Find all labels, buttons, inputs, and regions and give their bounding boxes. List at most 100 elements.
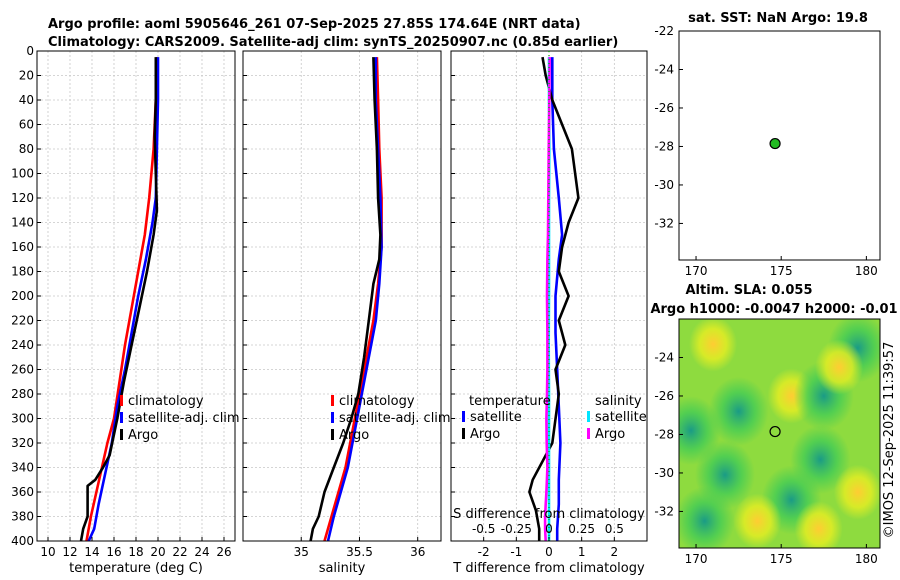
y-tick-label: 140 — [11, 216, 34, 230]
legend-swatch — [120, 395, 123, 406]
y-tick-label: -30 — [654, 178, 674, 192]
series-line-s-argo — [543, 57, 551, 542]
y-tick-label: -28 — [654, 427, 674, 441]
y-tick-label: 400 — [11, 534, 34, 548]
x-tick-label: 0 — [545, 545, 553, 559]
legend-entry: satellite — [595, 410, 647, 425]
x-tick-label: 16 — [106, 545, 121, 559]
sla-anomaly-high — [833, 464, 880, 520]
x-tick-label: 180 — [855, 264, 878, 278]
map-subtitle: Argo h1000: -0.0047 h2000: -0.01 — [650, 302, 897, 317]
legend-swatch — [462, 411, 465, 422]
y-tick-label: 320 — [11, 436, 34, 450]
x2-tick-label: 0.5 — [605, 522, 624, 536]
x2-tick-label: 0 — [545, 522, 553, 536]
argo-location-marker — [769, 137, 781, 150]
legend-swatch — [587, 411, 590, 422]
y-tick-label: 240 — [11, 338, 34, 352]
series-line-argo — [79, 57, 159, 542]
figure-title-line2: Climatology: CARS2009. Satellite-adj cli… — [48, 35, 618, 50]
y-tick-label: -32 — [654, 216, 674, 230]
legend-swatch — [331, 429, 334, 440]
x-tick-label: 180 — [855, 552, 878, 566]
x-tick-label: 12 — [62, 545, 77, 559]
y-tick-label: 220 — [11, 314, 34, 328]
x-tick-label: 24 — [194, 545, 209, 559]
legend-entry: satellite-adj. clim — [128, 411, 240, 426]
timestamp-label: ©IMOS 12-Sep-2025 11:39:57 — [882, 342, 897, 539]
map-title: sat. SST: NaN Argo: 19.8 — [688, 11, 868, 26]
y-tick-label: 260 — [11, 363, 34, 377]
legend-entry: climatology — [128, 394, 204, 409]
x-tick-label: 1 — [578, 545, 586, 559]
x2-tick-label: -0.25 — [501, 522, 532, 536]
legend-entry: temperature — [469, 394, 551, 409]
y-tick-label: -30 — [654, 466, 674, 480]
legend-swatch — [462, 428, 465, 439]
series-line-satellite-adj.-clim — [326, 57, 383, 542]
legend-entry: Argo — [595, 427, 625, 442]
sla-anomaly-high — [794, 501, 843, 548]
y-tick-label: 160 — [11, 240, 34, 254]
difference-panel: -2 -1 0 1 2 T difference from climatology S di… — [450, 50, 648, 576]
x-axis-label: T difference from climatology — [452, 561, 645, 576]
temperature-panel: 10 12 14 16 18 20 22 24 260204060801001201401601… — [11, 44, 240, 576]
x-tick-label: 18 — [128, 545, 143, 559]
x-tick-label: 170 — [685, 264, 708, 278]
legend-swatch — [120, 429, 123, 440]
figure-title-line1: Argo profile: aoml 5905646_261 07-Sep-20… — [48, 17, 581, 32]
plots-layer: 10 12 14 16 18 20 22 24 260204060801001201401601… — [11, 11, 897, 576]
y-tick-label: -28 — [654, 139, 674, 153]
legend-entry: Argo — [470, 427, 500, 442]
legend-entry: Argo — [128, 428, 158, 443]
y-tick-label: 300 — [11, 412, 34, 426]
y-tick-label: 60 — [19, 118, 34, 132]
sla-anomaly-high — [815, 339, 864, 395]
map-title: Altim. SLA: 0.055 — [686, 283, 813, 298]
series-line-argo — [309, 57, 382, 542]
x-tick-label: 14 — [84, 545, 99, 559]
x2-tick-label: -0.5 — [472, 522, 495, 536]
heatmap-field — [679, 319, 880, 548]
legend-swatch — [331, 395, 334, 406]
y-tick-label: 340 — [11, 461, 34, 475]
y-tick-label: -26 — [654, 389, 674, 403]
legend-swatch — [120, 412, 123, 423]
x-tick-label: 10 — [40, 545, 55, 559]
sla-anomaly-low — [679, 486, 735, 548]
y-tick-label: 40 — [19, 93, 34, 107]
x-axis-label: temperature (deg C) — [69, 561, 203, 576]
x-tick-label: 175 — [770, 264, 793, 278]
y-tick-label: 20 — [19, 69, 34, 83]
legend-swatch — [331, 412, 334, 423]
x-tick-label: 2 — [611, 545, 619, 559]
legend-entry: satellite-adj. clim — [339, 411, 451, 426]
x-tick-label: 35 — [294, 545, 309, 559]
x2-tick-label: 0.25 — [568, 522, 595, 536]
x-axis-label: salinity — [319, 561, 366, 576]
x2-axis-label: S difference from climatology — [453, 507, 645, 522]
sst_map-panel: 170 175 180 -22 -24 -26 -28 -30 -32 sat. SST: NaN… — [654, 11, 881, 278]
legend-entry: Argo — [339, 428, 369, 443]
y-tick-label: 180 — [11, 265, 34, 279]
x-tick-label: 22 — [172, 545, 187, 559]
x-tick-label: 26 — [216, 545, 231, 559]
legend-entry: satellite — [470, 410, 522, 425]
sla-anomaly-high — [733, 493, 782, 548]
map-frame — [678, 318, 881, 549]
sla-anomaly-high — [689, 319, 738, 372]
y-tick-label: 280 — [11, 387, 34, 401]
legend-swatch — [587, 428, 590, 439]
y-tick-label: 360 — [11, 485, 34, 499]
series-line-t-satellite — [550, 57, 564, 541]
y-tick-label: 380 — [11, 510, 34, 524]
x-tick-label: 36 — [410, 545, 425, 559]
x-tick-label: 20 — [150, 545, 165, 559]
y-tick-label: 80 — [19, 142, 34, 156]
series-line-satellite-adj.-clim — [87, 57, 160, 542]
x-tick-label: 35.5 — [346, 545, 373, 559]
x-tick-label: 175 — [770, 552, 793, 566]
y-tick-label: 0 — [26, 44, 34, 58]
y-tick-label: -32 — [654, 504, 674, 518]
y-tick-label: -24 — [654, 350, 674, 364]
